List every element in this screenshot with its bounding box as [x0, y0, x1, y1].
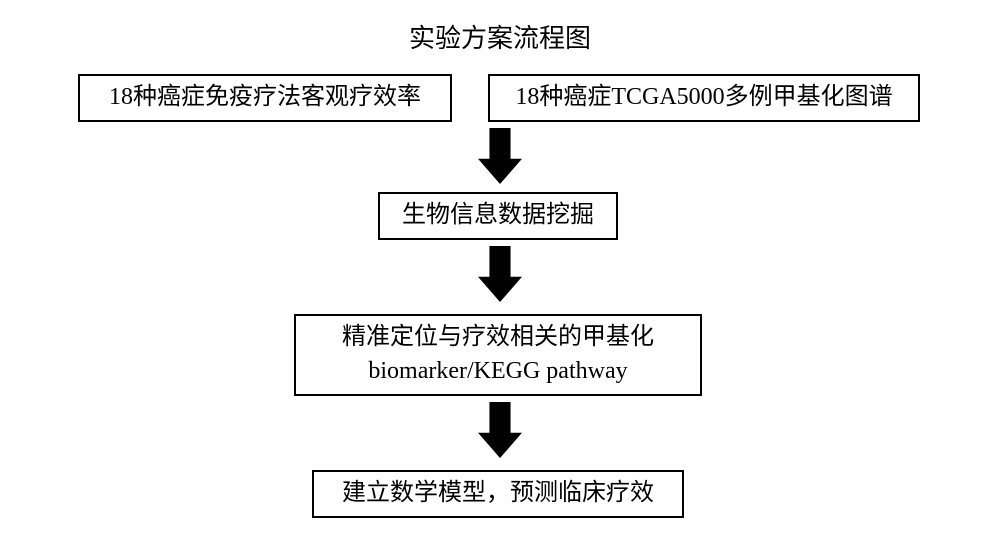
box-step4-text: 建立数学模型，预测临床疗效 — [342, 477, 654, 511]
box-top-right: 18种癌症TCGA5000多例甲基化图谱 — [488, 74, 920, 122]
arrow-3 — [478, 402, 522, 458]
box-top-right-text: 18种癌症TCGA5000多例甲基化图谱 — [515, 81, 892, 115]
flowchart-title: 实验方案流程图 — [409, 18, 591, 55]
box-top-left-text: 18种癌症免疫疗法客观疗效率 — [109, 81, 421, 115]
box-step3-text: 精准定位与疗效相关的甲基化biomarker/KEGG pathway — [342, 321, 654, 388]
box-step3: 精准定位与疗效相关的甲基化biomarker/KEGG pathway — [294, 314, 702, 396]
box-top-left: 18种癌症免疫疗法客观疗效率 — [78, 74, 452, 122]
arrow-2 — [478, 246, 522, 302]
box-step4: 建立数学模型，预测临床疗效 — [312, 470, 684, 518]
box-step2: 生物信息数据挖掘 — [378, 192, 618, 240]
arrow-1 — [478, 128, 522, 184]
box-step2-text: 生物信息数据挖掘 — [402, 199, 594, 233]
